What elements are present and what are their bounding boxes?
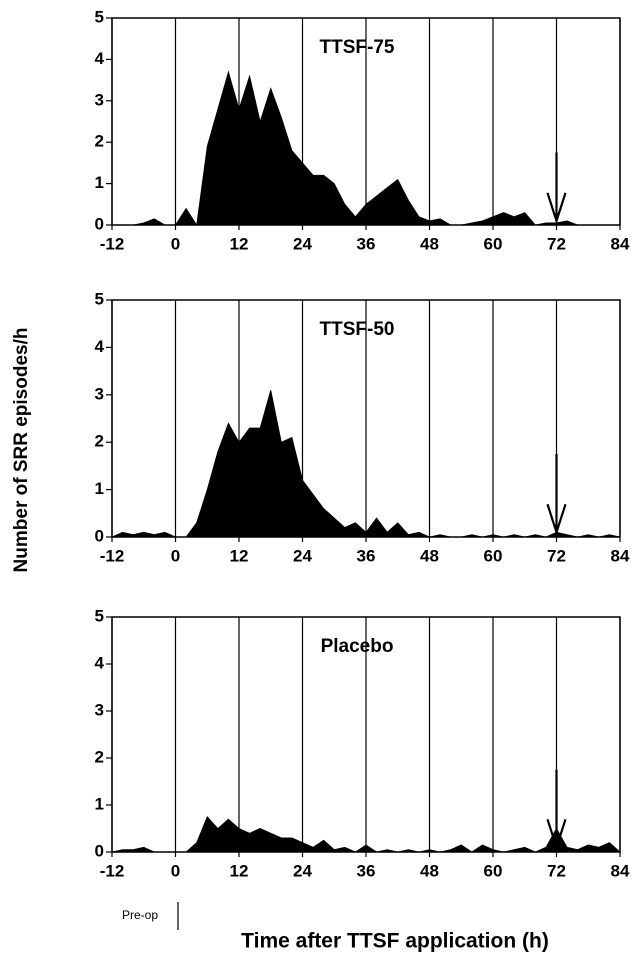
- y-tick-label: 2: [95, 432, 104, 451]
- x-tick-label: 0: [171, 234, 180, 253]
- x-tick-label: 12: [230, 546, 249, 565]
- y-tick-label: 3: [95, 384, 104, 403]
- x-tick-label: 48: [420, 234, 439, 253]
- plot-frame: [111, 616, 621, 853]
- arrow: [546, 769, 567, 851]
- y-tick-label: 0: [95, 214, 104, 233]
- x-tick-label: 24: [293, 546, 312, 565]
- x-tick-label: 12: [230, 861, 249, 880]
- panel-title: Placebo: [321, 636, 394, 657]
- x-axis-label: Time after TTSF application (h): [241, 930, 549, 953]
- y-tick-label: 0: [95, 841, 104, 860]
- y-tick-label: 3: [95, 90, 104, 109]
- x-tick-label: 48: [420, 546, 439, 565]
- panel-title: TTSF-50: [320, 319, 395, 340]
- annotation: Pre-op: [122, 908, 158, 922]
- area: [112, 70, 620, 227]
- y-tick-label: 1: [95, 173, 104, 192]
- x-tick-label: 84: [611, 546, 630, 565]
- x-tick-label: -12: [100, 234, 125, 253]
- plot-frame: [111, 299, 621, 538]
- x-tick-label: 36: [357, 861, 376, 880]
- x-tick-label: -12: [100, 546, 125, 565]
- y-tick-label: 3: [95, 700, 104, 719]
- x-tick-label: 60: [484, 234, 503, 253]
- y-tick-label: 4: [95, 337, 105, 356]
- plot-frame: [111, 17, 621, 226]
- y-tick-label: 4: [95, 49, 105, 68]
- x-tick-label: 72: [547, 861, 566, 880]
- x-tick-label: 0: [171, 546, 180, 565]
- x-tick-label: 72: [547, 546, 566, 565]
- y-tick-label: 5: [95, 606, 104, 625]
- x-tick-label: 84: [611, 861, 630, 880]
- y-tick-label: 2: [95, 132, 104, 151]
- y-tick-label: 1: [95, 479, 104, 498]
- x-tick-label: 36: [357, 546, 376, 565]
- y-tick-label: 0: [95, 526, 104, 545]
- x-tick-label: 0: [171, 861, 180, 880]
- arrow: [546, 152, 567, 225]
- x-tick-label: 60: [484, 546, 503, 565]
- x-tick-label: 36: [357, 234, 376, 253]
- x-tick-label: 24: [293, 234, 312, 253]
- x-tick-label: 48: [420, 861, 439, 880]
- arrow: [546, 454, 567, 536]
- x-tick-label: 12: [230, 234, 249, 253]
- panel-title: TTSF-75: [320, 37, 395, 58]
- x-tick-label: 24: [293, 861, 312, 880]
- x-tick-label: -12: [100, 861, 125, 880]
- y-axis-label: Number of SRR episodes/h: [11, 328, 32, 573]
- y-tick-label: 5: [95, 289, 104, 308]
- y-tick-label: 1: [95, 794, 104, 813]
- y-tick-label: 2: [95, 747, 104, 766]
- y-tick-label: 4: [95, 653, 105, 672]
- area: [111, 816, 622, 853]
- y-tick-label: 5: [95, 7, 104, 26]
- x-tick-label: 84: [611, 234, 630, 253]
- x-tick-label: 60: [484, 861, 503, 880]
- x-tick-label: 72: [547, 234, 566, 253]
